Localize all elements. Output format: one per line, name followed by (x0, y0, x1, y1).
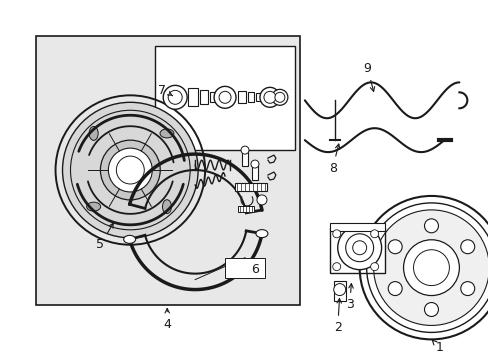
Text: 6: 6 (250, 263, 258, 276)
Text: 3: 3 (345, 284, 353, 311)
Circle shape (250, 160, 259, 168)
Bar (247, 92, 253, 102)
Bar (224, 258, 264, 278)
Bar (155, 45, 294, 150)
Circle shape (168, 90, 182, 104)
Bar (188, 88, 198, 106)
Text: 8: 8 (328, 144, 339, 175)
Bar (333, 280, 345, 301)
Text: 4: 4 (163, 318, 171, 331)
Ellipse shape (123, 235, 135, 243)
Circle shape (373, 210, 488, 325)
Bar (255, 93, 261, 101)
Bar (235, 183, 266, 191)
Circle shape (370, 230, 378, 238)
Bar (329, 223, 384, 231)
Circle shape (424, 302, 438, 316)
Circle shape (403, 240, 458, 296)
Ellipse shape (255, 230, 267, 238)
Circle shape (370, 263, 378, 271)
Bar (200, 90, 208, 104)
Bar (36, 36, 299, 305)
Circle shape (387, 282, 401, 296)
Circle shape (387, 240, 401, 254)
Circle shape (332, 263, 340, 271)
Ellipse shape (89, 126, 98, 140)
Bar (210, 92, 216, 102)
Ellipse shape (160, 129, 174, 138)
Circle shape (352, 241, 366, 255)
Bar (242, 150, 247, 166)
Circle shape (333, 284, 345, 296)
Circle shape (62, 102, 198, 238)
Circle shape (219, 91, 230, 103)
Circle shape (241, 146, 248, 154)
Bar (238, 91, 245, 103)
Circle shape (460, 282, 474, 296)
Text: 7: 7 (158, 84, 166, 97)
Bar (329, 228, 384, 273)
Text: 1: 1 (431, 340, 443, 354)
Circle shape (108, 148, 152, 192)
Circle shape (460, 240, 474, 254)
Text: 9: 9 (363, 62, 374, 91)
Circle shape (332, 230, 340, 238)
Ellipse shape (86, 202, 101, 211)
Circle shape (345, 234, 373, 262)
Text: 2: 2 (333, 298, 341, 334)
Circle shape (274, 92, 285, 102)
Text: 5: 5 (96, 223, 113, 251)
Circle shape (413, 250, 448, 285)
Circle shape (264, 91, 275, 103)
Bar (251, 164, 258, 180)
Circle shape (163, 85, 187, 109)
Circle shape (116, 156, 144, 184)
Circle shape (214, 86, 236, 108)
Circle shape (271, 89, 287, 105)
Circle shape (256, 195, 266, 205)
Ellipse shape (162, 200, 171, 213)
Circle shape (337, 226, 381, 270)
Circle shape (424, 219, 438, 233)
Bar (238, 206, 253, 212)
Circle shape (260, 87, 279, 107)
Circle shape (100, 140, 160, 200)
